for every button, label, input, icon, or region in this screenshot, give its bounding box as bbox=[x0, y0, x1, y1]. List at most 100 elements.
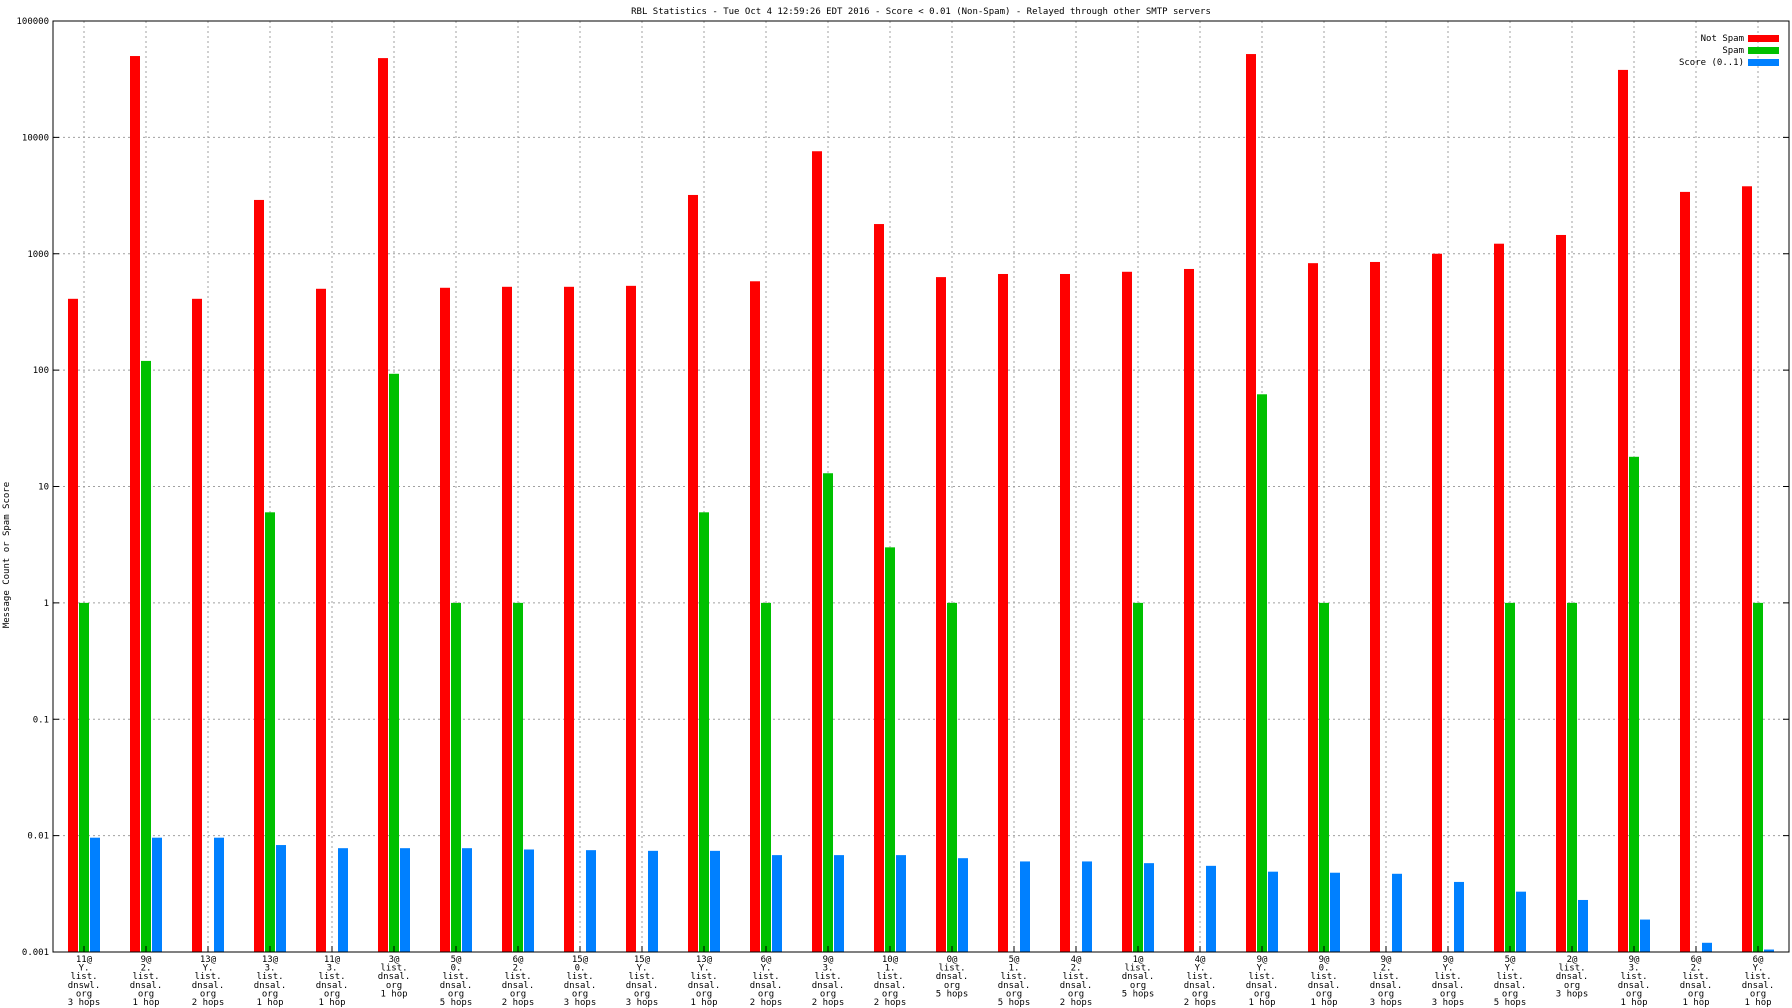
bar-spam bbox=[823, 473, 833, 952]
bar-spam bbox=[885, 547, 895, 952]
bar-spam bbox=[451, 602, 461, 952]
y-tick-label: 1 bbox=[44, 599, 49, 609]
bar-score-0-1 bbox=[1082, 861, 1092, 952]
bar-not-spam bbox=[564, 286, 574, 952]
bar-score-0-1 bbox=[152, 837, 162, 952]
x-tick-label: 11@ 3. list. dnsal. org 1 hop bbox=[316, 955, 349, 1008]
bar-not-spam bbox=[688, 194, 698, 953]
bar-score-0-1 bbox=[214, 837, 224, 952]
x-tick-label: 9@ 3. list. dnsal. org 1 hop bbox=[1618, 955, 1651, 1008]
bar-spam bbox=[699, 512, 709, 952]
bar-not-spam bbox=[874, 224, 884, 952]
legend-label: Not Spam bbox=[1701, 34, 1744, 44]
bar-spam bbox=[1753, 602, 1763, 952]
bars bbox=[68, 54, 1774, 953]
legend-label: Score (0..1) bbox=[1679, 58, 1744, 68]
legend-swatch bbox=[1748, 47, 1779, 54]
bar-not-spam bbox=[68, 298, 78, 953]
bar-not-spam bbox=[1556, 234, 1566, 952]
bar-not-spam bbox=[192, 298, 202, 953]
bar-score-0-1 bbox=[90, 837, 100, 952]
x-tick-label: 6@ 2. list. dnsal. org 1 hop bbox=[1680, 955, 1713, 1008]
x-tick-label: 3@ list. dnsal. org 1 hop bbox=[378, 955, 411, 999]
bar-score-0-1 bbox=[1640, 919, 1650, 952]
y-axis-ticks: 100000 10000 1000 100 10 1 0.1 0.01 0.001 bbox=[16, 17, 1789, 958]
bar-score-0-1 bbox=[648, 850, 658, 952]
bar-score-0-1 bbox=[462, 848, 472, 952]
bar-spam bbox=[1257, 394, 1267, 953]
bar-not-spam bbox=[998, 273, 1008, 952]
bar-not-spam bbox=[1246, 54, 1256, 952]
x-tick-label: 9@ 3. list. dnsal. org 2 hops bbox=[812, 955, 845, 1008]
y-tick-label: 10 bbox=[38, 483, 49, 493]
bar-score-0-1 bbox=[1330, 872, 1340, 952]
bar-score-0-1 bbox=[1516, 891, 1526, 952]
x-tick-label: 4@ 2. list. dnsal. org 2 hops bbox=[1060, 955, 1093, 1008]
bar-score-0-1 bbox=[400, 848, 410, 952]
bar-not-spam bbox=[1742, 186, 1752, 952]
bar-score-0-1 bbox=[524, 849, 534, 952]
bar-spam bbox=[947, 602, 957, 952]
legend-label: Spam bbox=[1722, 46, 1744, 56]
bar-score-0-1 bbox=[834, 855, 844, 952]
bar-not-spam bbox=[936, 277, 946, 952]
bar-score-0-1 bbox=[338, 848, 348, 952]
bar-not-spam bbox=[316, 288, 326, 953]
bar-spam bbox=[513, 602, 523, 952]
x-tick-label: 2@ list. dnsal. org 3 hops bbox=[1556, 955, 1589, 999]
bar-not-spam bbox=[1432, 253, 1442, 952]
bar-spam bbox=[79, 602, 89, 952]
bar-score-0-1 bbox=[1020, 861, 1030, 952]
y-tick-label: 100 bbox=[33, 366, 49, 376]
legend-swatch bbox=[1748, 35, 1779, 42]
bar-not-spam bbox=[254, 199, 264, 953]
bar-score-0-1 bbox=[276, 845, 286, 952]
x-tick-label: 9@ 2. list. dnsal. org 1 hop bbox=[130, 955, 163, 1008]
bar-spam bbox=[761, 602, 771, 952]
bar-not-spam bbox=[1122, 271, 1132, 952]
bar-score-0-1 bbox=[1392, 873, 1402, 952]
bar-spam bbox=[1133, 602, 1143, 952]
bar-not-spam bbox=[440, 287, 450, 953]
x-tick-label: 13@ Y. list. dnsal. org 2 hops bbox=[192, 955, 225, 1008]
bar-spam bbox=[1319, 602, 1329, 952]
bar-spam bbox=[265, 512, 275, 952]
x-tick-label: 1@ list. dnsal. org 5 hops bbox=[1122, 955, 1155, 999]
y-tick-label: 0.001 bbox=[22, 948, 49, 958]
bar-score-0-1 bbox=[1454, 881, 1464, 952]
y-tick-label: 100000 bbox=[16, 17, 49, 27]
x-tick-label: 4@ Y. list. dnsal. org 2 hops bbox=[1184, 955, 1217, 1008]
bar-not-spam bbox=[502, 286, 512, 952]
x-tick-label: 5@ 0. list. dnsal. org 5 hops bbox=[440, 955, 473, 1008]
x-tick-label: 6@ Y. list. dnsal. org 2 hops bbox=[750, 955, 783, 1008]
x-tick-label: 6@ Y. list. dnsal. org 1 hop bbox=[1742, 955, 1775, 1008]
x-tick-label: 15@ Y. list. dnsal. org 3 hops bbox=[626, 955, 659, 1008]
x-tick-label: 5@ 1. list. dnsal. org 5 hops bbox=[998, 955, 1031, 1008]
bar-spam bbox=[389, 373, 399, 952]
x-tick-label: 0@ list. dnsal. org 5 hops bbox=[936, 955, 969, 999]
bar-not-spam bbox=[1308, 263, 1318, 952]
x-tick-label: 13@ 3. list. dnsal. org 1 hop bbox=[254, 955, 287, 1008]
legend: Not Spam Spam Score (0..1) bbox=[1679, 34, 1779, 68]
bar-not-spam bbox=[1060, 273, 1070, 952]
y-axis-label: Message Count or Spam Score bbox=[2, 482, 12, 628]
x-tick-label: 9@ 2. list. dnsal. org 3 hops bbox=[1370, 955, 1403, 1008]
y-tick-label: 1000 bbox=[27, 250, 49, 260]
x-tick-label: 13@ Y. list. dnsal. org 1 hop bbox=[688, 955, 721, 1008]
x-tick-label: 5@ Y. list. dnsal. org 5 hops bbox=[1494, 955, 1527, 1008]
bar-spam bbox=[1567, 602, 1577, 952]
bar-score-0-1 bbox=[958, 858, 968, 952]
bar-score-0-1 bbox=[1702, 942, 1712, 952]
bar-score-0-1 bbox=[1206, 865, 1216, 952]
x-tick-label: 9@ Y. list. dnsal. org 3 hops bbox=[1432, 955, 1465, 1008]
bar-score-0-1 bbox=[1144, 863, 1154, 952]
x-tick-label: 6@ 2. list. dnsal. org 2 hops bbox=[502, 955, 535, 1008]
x-tick-label: 15@ 0. list. dnsal. org 3 hops bbox=[564, 955, 597, 1008]
y-tick-label: 0.01 bbox=[27, 832, 49, 842]
bar-spam bbox=[1629, 456, 1639, 952]
chart-title: RBL Statistics - Tue Oct 4 12:59:26 EDT … bbox=[631, 7, 1211, 17]
x-axis-ticks: 11@ Y. list. dnswl. org 3 hops 9@ 2. list. dnsal.… bbox=[68, 946, 1775, 1008]
y-tick-label: 0.1 bbox=[33, 715, 49, 725]
bar-score-0-1 bbox=[1764, 949, 1774, 952]
